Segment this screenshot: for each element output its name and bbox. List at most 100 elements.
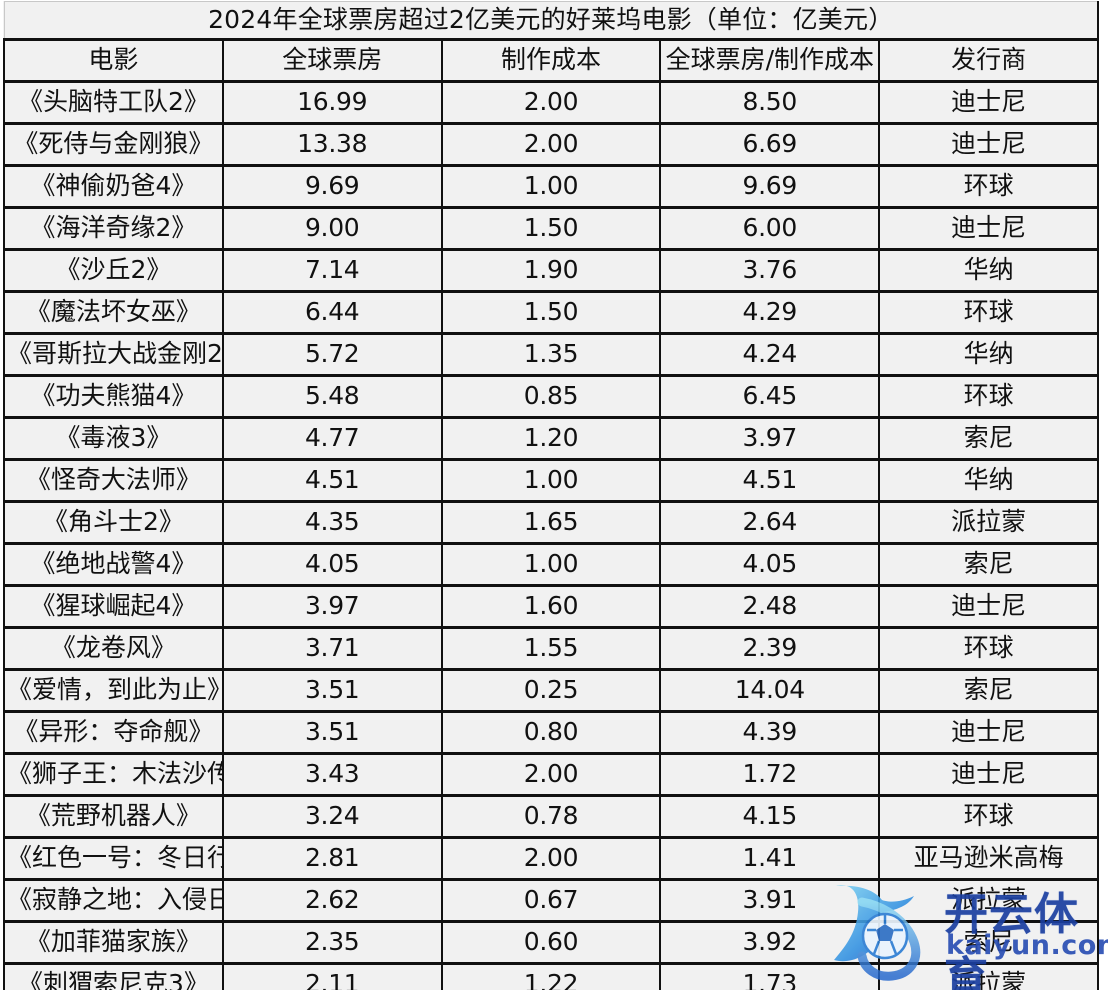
table-row: 《怪奇大法师》 4.51 1.00 4.51 华纳 (3, 458, 1099, 502)
cell-budget: 2.00 (440, 80, 662, 124)
table-header-row: 电影 全球票房 制作成本 全球票房/制作成本 发行商 (3, 38, 1099, 82)
cell-distributor: 索尼 (878, 920, 1099, 964)
cell-ratio: 4.15 (659, 794, 881, 838)
cell-gross: 4.35 (221, 500, 443, 544)
column-header-movie: 电影 (3, 38, 224, 82)
cell-ratio: 4.29 (659, 290, 881, 334)
cell-gross: 4.77 (221, 416, 443, 460)
cell-gross: 6.44 (221, 290, 443, 334)
cell-budget: 0.85 (440, 374, 662, 418)
cell-ratio: 3.97 (659, 416, 881, 460)
cell-gross: 3.24 (221, 794, 443, 838)
table-row: 《猩球崛起4》 3.97 1.60 2.48 迪士尼 (3, 584, 1099, 628)
cell-gross: 7.14 (221, 248, 443, 292)
cell-budget: 1.50 (440, 206, 662, 250)
table-row: 《龙卷风》 3.71 1.55 2.39 环球 (3, 626, 1099, 670)
cell-ratio: 14.04 (659, 668, 881, 712)
table-row: 《死侍与金刚狼》 13.38 2.00 6.69 迪士尼 (3, 122, 1099, 166)
column-header-ratio: 全球票房/制作成本 (659, 38, 881, 82)
cell-distributor: 派拉蒙 (878, 878, 1099, 922)
cell-distributor: 派拉蒙 (878, 500, 1099, 544)
cell-ratio: 3.92 (659, 920, 881, 964)
cell-distributor: 索尼 (878, 542, 1099, 586)
cell-distributor: 华纳 (878, 458, 1099, 502)
table-row: 《加菲猫家族》 2.35 0.60 3.92 索尼 (3, 920, 1099, 964)
cell-ratio: 1.41 (659, 836, 881, 880)
cell-distributor: 亚马逊米高梅 (878, 836, 1099, 880)
cell-budget: 1.22 (440, 962, 662, 990)
cell-ratio: 6.69 (659, 122, 881, 166)
column-header-distributor: 发行商 (878, 38, 1099, 82)
cell-movie: 《荒野机器人》 (3, 794, 224, 838)
table-row: 《毒液3》 4.77 1.20 3.97 索尼 (3, 416, 1099, 460)
cell-ratio: 3.76 (659, 248, 881, 292)
cell-budget: 1.00 (440, 164, 662, 208)
cell-gross: 3.71 (221, 626, 443, 670)
table-row: 《头脑特工队2》 16.99 2.00 8.50 迪士尼 (3, 80, 1099, 124)
column-header-budget: 制作成本 (440, 38, 662, 82)
table-row: 《魔法坏女巫》 6.44 1.50 4.29 环球 (3, 290, 1099, 334)
table-row: 《神偷奶爸4》 9.69 1.00 9.69 环球 (3, 164, 1099, 208)
cell-movie: 《猩球崛起4》 (3, 584, 224, 628)
cell-ratio: 6.45 (659, 374, 881, 418)
cell-budget: 1.00 (440, 542, 662, 586)
table-row: 《异形：夺命舰》 3.51 0.80 4.39 迪士尼 (3, 710, 1099, 754)
cell-distributor: 迪士尼 (878, 584, 1099, 628)
cell-distributor: 环球 (878, 290, 1099, 334)
cell-gross: 3.51 (221, 668, 443, 712)
cell-movie: 《绝地战警4》 (3, 542, 224, 586)
cell-movie: 《刺猬索尼克3》 (3, 962, 224, 990)
cell-movie: 《异形：夺命舰》 (3, 710, 224, 754)
table-title-row: 2024年全球票房超过2亿美元的好莱坞电影（单位：亿美元） (3, 1, 1099, 40)
cell-ratio: 4.24 (659, 332, 881, 376)
cell-movie: 《哥斯拉大战金刚2》 (3, 332, 224, 376)
cell-gross: 2.35 (221, 920, 443, 964)
cell-gross: 9.69 (221, 164, 443, 208)
cell-movie: 《狮子王：木法沙传奇》 (3, 752, 224, 796)
cell-ratio: 1.73 (659, 962, 881, 990)
cell-movie: 《毒液3》 (3, 416, 224, 460)
cell-budget: 1.20 (440, 416, 662, 460)
cell-ratio: 4.39 (659, 710, 881, 754)
cell-distributor: 环球 (878, 794, 1099, 838)
cell-movie: 《魔法坏女巫》 (3, 290, 224, 334)
cell-ratio: 2.39 (659, 626, 881, 670)
cell-budget: 1.65 (440, 500, 662, 544)
cell-movie: 《龙卷风》 (3, 626, 224, 670)
cell-budget: 1.50 (440, 290, 662, 334)
cell-budget: 1.55 (440, 626, 662, 670)
cell-budget: 0.25 (440, 668, 662, 712)
cell-gross: 2.62 (221, 878, 443, 922)
table-row: 《荒野机器人》 3.24 0.78 4.15 环球 (3, 794, 1099, 838)
cell-ratio: 3.91 (659, 878, 881, 922)
cell-budget: 2.00 (440, 752, 662, 796)
cell-distributor: 派拉蒙 (878, 962, 1099, 990)
cell-gross: 3.97 (221, 584, 443, 628)
cell-budget: 1.60 (440, 584, 662, 628)
cell-movie: 《红色一号：冬日行动》 (3, 836, 224, 880)
cell-gross: 4.05 (221, 542, 443, 586)
column-header-gross: 全球票房 (221, 38, 443, 82)
cell-gross: 13.38 (221, 122, 443, 166)
cell-budget: 0.60 (440, 920, 662, 964)
cell-movie: 《加菲猫家族》 (3, 920, 224, 964)
cell-budget: 1.90 (440, 248, 662, 292)
cell-ratio: 9.69 (659, 164, 881, 208)
cell-movie: 《角斗士2》 (3, 500, 224, 544)
cell-budget: 1.35 (440, 332, 662, 376)
cell-movie: 《神偷奶爸4》 (3, 164, 224, 208)
table-row: 《爱情，到此为止》 3.51 0.25 14.04 索尼 (3, 668, 1099, 712)
cell-distributor: 迪士尼 (878, 710, 1099, 754)
cell-movie: 《爱情，到此为止》 (3, 668, 224, 712)
cell-movie: 《死侍与金刚狼》 (3, 122, 224, 166)
cell-gross: 5.72 (221, 332, 443, 376)
cell-distributor: 索尼 (878, 668, 1099, 712)
cell-distributor: 华纳 (878, 248, 1099, 292)
cell-gross: 2.11 (221, 962, 443, 990)
cell-distributor: 迪士尼 (878, 80, 1099, 124)
cell-ratio: 6.00 (659, 206, 881, 250)
cell-movie: 《海洋奇缘2》 (3, 206, 224, 250)
cell-gross: 9.00 (221, 206, 443, 250)
